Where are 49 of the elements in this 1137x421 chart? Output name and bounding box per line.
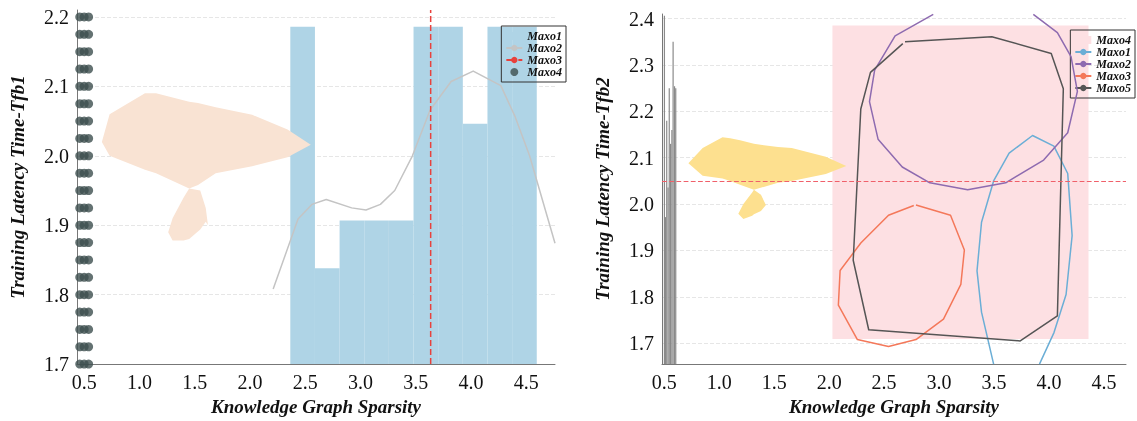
x-tick-label: 3.0 bbox=[926, 371, 952, 394]
legend-label: Maxo4 bbox=[526, 65, 562, 79]
y-tick-label: 2.0 bbox=[44, 144, 69, 167]
legend-label: Maxo3 bbox=[526, 53, 562, 67]
x-axis-title: Knowledge Graph Sparsity bbox=[209, 396, 422, 417]
x-tick-label: 0.5 bbox=[651, 371, 677, 394]
line-series bbox=[868, 13, 1079, 191]
x-tick-label: 2.5 bbox=[871, 371, 897, 394]
legend-label: Maxo1 bbox=[1095, 45, 1131, 59]
y-tick-label: 1.7 bbox=[44, 353, 69, 376]
x-tick-label: 2.0 bbox=[816, 371, 842, 394]
line-series bbox=[852, 35, 1065, 342]
x-tick-label: 1.5 bbox=[182, 371, 208, 394]
y-axis-title: Training Latency Time-Tfb1 bbox=[7, 75, 28, 299]
x-tick-label: 2.0 bbox=[237, 371, 263, 394]
y-tick-label: 2.3 bbox=[629, 54, 654, 77]
x-tick-label: 0.5 bbox=[71, 371, 97, 394]
x-tick-label: 4.5 bbox=[513, 371, 539, 394]
legend-label: Maxo2 bbox=[526, 41, 562, 55]
y-tick-label: 1.8 bbox=[44, 283, 69, 306]
legend-label: Maxo1 bbox=[526, 29, 562, 43]
line-series bbox=[837, 204, 966, 348]
y-tick-label: 1.9 bbox=[629, 239, 654, 262]
x-tick-label: 4.0 bbox=[458, 371, 484, 394]
x-tick-label: 4.5 bbox=[1091, 371, 1117, 394]
legend-label: Maxo5 bbox=[1095, 81, 1131, 95]
legend-label: Maxo2 bbox=[1095, 57, 1131, 71]
y-tick-label: 2.1 bbox=[629, 146, 654, 169]
legend-label: Maxo4 bbox=[1095, 33, 1131, 47]
legend-label: Maxo3 bbox=[1095, 69, 1131, 83]
y-tick-label: 1.7 bbox=[629, 332, 654, 355]
x-axis-title: Knowledge Graph Sparsity bbox=[787, 396, 1000, 417]
x-tick-label: 1.0 bbox=[706, 371, 732, 394]
x-tick-label: 3.0 bbox=[347, 371, 373, 394]
x-tick-label: 4.0 bbox=[1036, 371, 1062, 394]
x-tick-label: 2.5 bbox=[292, 371, 318, 394]
line-series bbox=[976, 134, 1073, 365]
y-tick-label: 2.1 bbox=[44, 75, 69, 98]
x-tick-label: 1.0 bbox=[126, 371, 152, 394]
y-tick-label: 1.8 bbox=[629, 285, 654, 308]
x-tick-label: 3.5 bbox=[403, 371, 429, 394]
y-tick-label: 1.9 bbox=[44, 214, 69, 237]
x-tick-label: 1.5 bbox=[761, 371, 787, 394]
y-tick-label: 2.0 bbox=[629, 193, 654, 216]
y-tick-label: 2.4 bbox=[629, 7, 654, 30]
y-tick-label: 2.2 bbox=[629, 100, 654, 123]
y-tick-label: 2.2 bbox=[44, 5, 69, 28]
x-tick-label: 3.5 bbox=[981, 371, 1007, 394]
y-axis-title: Training Latency Time-Tfb2 bbox=[592, 76, 613, 301]
